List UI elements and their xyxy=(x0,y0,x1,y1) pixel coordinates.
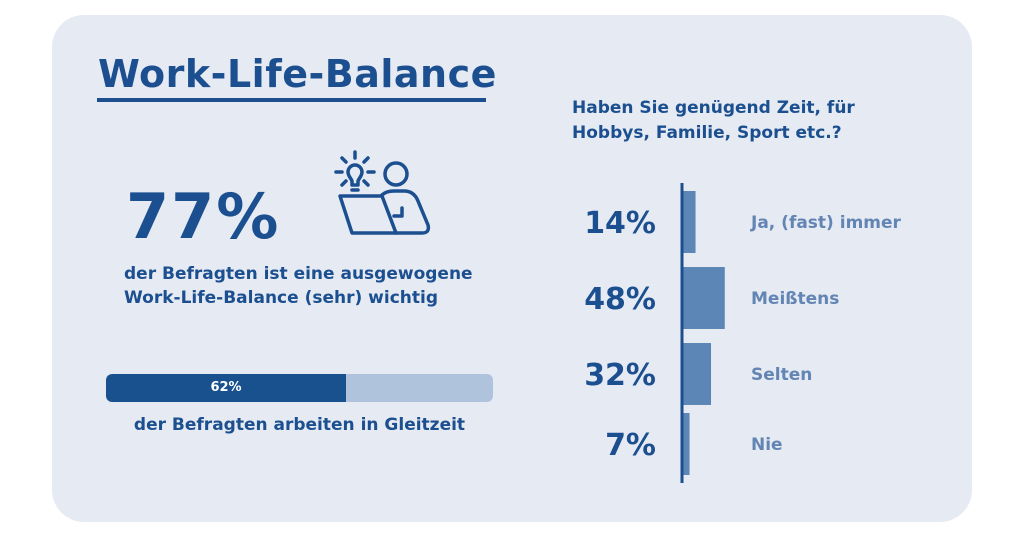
value-label-2: 32% xyxy=(584,358,656,393)
importance-description-line2: Work-Life-Balance (sehr) wichtig xyxy=(124,288,438,308)
flextime-progress-label: 62% xyxy=(210,380,242,395)
importance-percentage: 77% xyxy=(126,180,281,253)
bar-1 xyxy=(683,267,725,329)
category-label-0: Ja, (fast) immer xyxy=(750,213,902,233)
flextime-caption: der Befragten arbeiten in Gleitzeit xyxy=(133,415,466,435)
bar-2 xyxy=(683,343,712,405)
chart-title-line1: Haben Sie genügend Zeit, für xyxy=(572,98,855,118)
importance-description-line1: der Befragten ist eine ausgewogene xyxy=(124,264,473,284)
category-label-3: Nie xyxy=(751,435,783,455)
chart-title-line2: Hobbys, Familie, Sport etc.? xyxy=(572,123,842,143)
bar-3 xyxy=(683,413,690,475)
title-underline xyxy=(97,98,486,102)
importance-description: der Befragten ist eine ausgewogene Work-… xyxy=(124,262,484,310)
chart-title: Haben Sie genügend Zeit, für Hobbys, Fam… xyxy=(572,96,912,146)
flextime-progress-fill xyxy=(106,374,346,402)
value-label-0: 14% xyxy=(584,206,656,241)
category-label-2: Selten xyxy=(751,365,812,385)
flextime-progress-bar: 62% xyxy=(106,374,493,402)
value-label-3: 7% xyxy=(605,428,656,463)
category-label-1: Meißtens xyxy=(751,289,839,309)
time-bar-chart: 14% Ja, (fast) immer 48% Meißtens 32% Selten 7… xyxy=(584,183,902,483)
bar-0 xyxy=(683,191,696,253)
page-title: Work-Life-Balance xyxy=(98,52,497,96)
idea-person-laptop-icon xyxy=(328,148,438,243)
value-label-1: 48% xyxy=(584,282,656,317)
